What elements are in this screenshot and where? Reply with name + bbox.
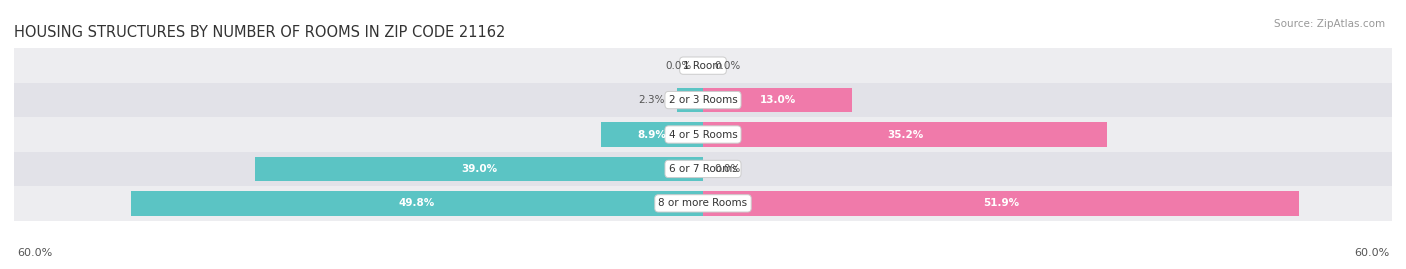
Bar: [14, 117, 1392, 152]
Bar: [14, 83, 1392, 117]
Text: 4 or 5 Rooms: 4 or 5 Rooms: [669, 129, 737, 140]
Text: 35.2%: 35.2%: [887, 129, 924, 140]
Text: 6 or 7 Rooms: 6 or 7 Rooms: [669, 164, 737, 174]
Text: HOUSING STRUCTURES BY NUMBER OF ROOMS IN ZIP CODE 21162: HOUSING STRUCTURES BY NUMBER OF ROOMS IN…: [14, 25, 505, 40]
Text: 51.9%: 51.9%: [983, 198, 1019, 208]
Text: 13.0%: 13.0%: [759, 95, 796, 105]
Bar: [256, 157, 703, 181]
Text: 60.0%: 60.0%: [1354, 248, 1389, 258]
Bar: [676, 88, 703, 112]
Bar: [703, 122, 1107, 147]
Text: 8 or more Rooms: 8 or more Rooms: [658, 198, 748, 208]
Bar: [600, 122, 703, 147]
Text: 60.0%: 60.0%: [17, 248, 52, 258]
Bar: [14, 152, 1392, 186]
Bar: [703, 191, 1299, 216]
Bar: [131, 191, 703, 216]
Bar: [14, 48, 1392, 83]
Text: 49.8%: 49.8%: [399, 198, 436, 208]
Text: 2 or 3 Rooms: 2 or 3 Rooms: [669, 95, 737, 105]
Text: Source: ZipAtlas.com: Source: ZipAtlas.com: [1274, 19, 1385, 29]
Text: 8.9%: 8.9%: [637, 129, 666, 140]
Bar: [703, 88, 852, 112]
Text: 39.0%: 39.0%: [461, 164, 498, 174]
Text: 0.0%: 0.0%: [714, 61, 741, 71]
Text: 2.3%: 2.3%: [638, 95, 665, 105]
Text: 0.0%: 0.0%: [714, 164, 741, 174]
Text: 0.0%: 0.0%: [665, 61, 692, 71]
Text: 1 Room: 1 Room: [683, 61, 723, 71]
Bar: [14, 186, 1392, 221]
